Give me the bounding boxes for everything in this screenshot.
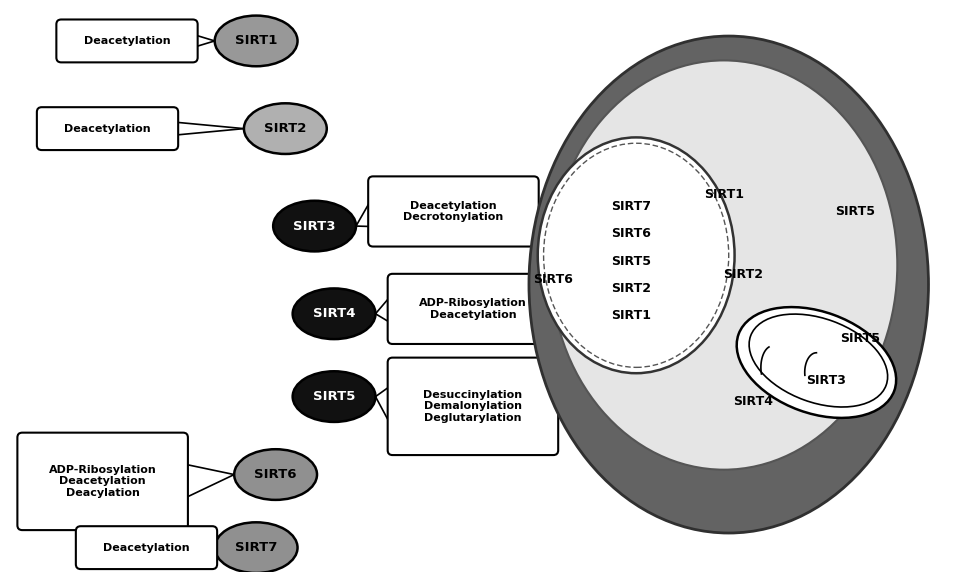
Text: Desuccinylation
Demalonylation
Deglutarylation: Desuccinylation Demalonylation Deglutary…	[422, 390, 522, 423]
Ellipse shape	[292, 371, 376, 422]
Ellipse shape	[543, 143, 728, 367]
FancyBboxPatch shape	[57, 19, 198, 62]
FancyBboxPatch shape	[18, 432, 188, 530]
FancyBboxPatch shape	[75, 526, 217, 569]
Ellipse shape	[214, 522, 297, 572]
Text: SIRT7: SIRT7	[235, 541, 277, 554]
Text: SIRT2: SIRT2	[610, 282, 650, 295]
FancyBboxPatch shape	[37, 107, 178, 150]
Ellipse shape	[735, 307, 895, 418]
Text: SIRT1: SIRT1	[235, 34, 277, 47]
Text: ADP-Ribosylation
Deacetylation: ADP-Ribosylation Deacetylation	[419, 298, 526, 320]
Text: ADP-Ribosylation
Deacetylation
Deacylation: ADP-Ribosylation Deacetylation Deacylati…	[49, 465, 156, 498]
Text: SIRT2: SIRT2	[723, 268, 763, 281]
Ellipse shape	[273, 201, 356, 252]
Ellipse shape	[234, 449, 317, 500]
FancyBboxPatch shape	[368, 176, 538, 247]
Text: SIRT4: SIRT4	[313, 307, 355, 320]
Text: Deacetylation: Deacetylation	[65, 124, 151, 134]
Text: SIRT6: SIRT6	[533, 273, 573, 286]
Text: Deacetylation: Deacetylation	[103, 543, 190, 553]
Text: SIRT5: SIRT5	[839, 332, 879, 345]
Text: Deacetylation: Deacetylation	[83, 36, 170, 46]
Text: SIRT3: SIRT3	[806, 374, 845, 387]
Text: SIRT1: SIRT1	[610, 309, 650, 322]
Text: SIRT7: SIRT7	[610, 200, 650, 213]
Text: SIRT5: SIRT5	[313, 390, 355, 403]
Ellipse shape	[537, 137, 734, 373]
Text: SIRT2: SIRT2	[264, 122, 306, 135]
Ellipse shape	[550, 61, 897, 470]
FancyBboxPatch shape	[387, 358, 557, 455]
Text: SIRT4: SIRT4	[733, 395, 773, 408]
Ellipse shape	[292, 288, 376, 339]
Text: SIRT5: SIRT5	[834, 205, 874, 218]
Text: SIRT1: SIRT1	[703, 188, 743, 201]
Ellipse shape	[214, 15, 297, 66]
Text: SIRT3: SIRT3	[293, 220, 335, 233]
Text: Deacetylation
Decrotonylation: Deacetylation Decrotonylation	[403, 201, 503, 223]
Text: SIRT6: SIRT6	[254, 468, 296, 481]
FancyBboxPatch shape	[387, 274, 557, 344]
Text: SIRT5: SIRT5	[610, 255, 650, 268]
Text: SIRT6: SIRT6	[610, 227, 650, 240]
Ellipse shape	[244, 104, 327, 154]
Ellipse shape	[528, 36, 927, 533]
